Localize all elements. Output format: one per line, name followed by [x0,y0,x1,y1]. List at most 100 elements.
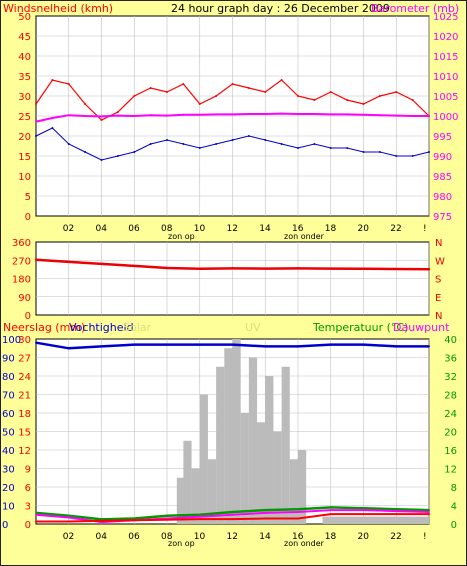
temp-axis-label: Temperatuur (°C) [312,321,408,334]
data-point [264,509,267,512]
data-point [428,509,430,512]
y-tick-label: 12 [18,446,31,457]
data-point [395,513,398,516]
data-point [297,345,299,348]
data-point [100,119,103,121]
data-point [133,517,136,520]
y-tick-label: 1000 [433,112,458,123]
y-tick-label: W [435,256,445,267]
data-point [411,99,414,101]
y-tick-label: 3 [25,502,31,513]
data-point [313,143,316,145]
solar-bar [224,348,233,524]
data-point [378,151,381,153]
data-point [198,513,201,516]
y-tick-label: 1025 [433,12,458,23]
data-point [329,113,332,116]
data-point [264,139,267,141]
y-tick-label: 180 [12,275,31,286]
data-point [35,135,37,137]
data-point [165,266,169,270]
y-tick-label: 975 [433,212,452,223]
y-tick-label: 24 [444,409,457,420]
solar-bar [273,431,282,524]
x-tick-label: 12 [227,224,238,234]
solar-bar [265,376,274,524]
y-tick-label: N [435,238,442,249]
data-point [51,127,54,129]
data-point [215,95,218,97]
uv-area [322,516,429,524]
x-tick-label: 16 [292,532,304,542]
x-tick-label: 06 [128,224,140,234]
data-point [329,91,332,93]
data-point [280,112,283,115]
data-point [346,99,349,101]
data-point [297,508,299,511]
y-tick-label: S [435,275,441,286]
x-tick-label: 14 [259,224,271,234]
rain-yticks: 0 3 6 9 12 15 18 21 24 27 30 [18,335,31,531]
y-tick-label: 60 [2,409,15,420]
data-point [166,514,168,517]
data-point [395,267,398,271]
y-tick-label: 40 [444,335,457,346]
data-point [133,95,136,97]
y-tick-label: 18 [18,409,31,420]
y-tick-label: 28 [444,391,457,402]
data-point [198,267,201,270]
data-point [329,343,332,346]
y-tick-label: 30 [18,92,31,103]
data-point [35,520,37,523]
y-tick-label: 90 [18,293,31,304]
wind-baro-series [35,79,430,161]
data-point [116,111,119,113]
solar-bar [191,468,200,524]
data-point [35,511,37,514]
y-tick-label: 30 [2,465,15,476]
data-point [428,151,430,153]
data-point [133,115,136,117]
y-tick-label: 1010 [433,72,458,83]
y-tick-label: 20 [444,428,457,439]
y-tick-label: 21 [18,391,31,402]
data-point [116,114,119,117]
y-tick-label: 995 [433,132,452,143]
x-tick-label: 02 [63,532,74,542]
y-tick-label: E [435,293,441,304]
x-tick-label: 04 [96,532,108,542]
data-point [198,518,201,521]
data-point [182,83,185,85]
data-point [166,343,168,346]
data-point [313,99,316,101]
data-point [100,262,103,266]
data-point [35,103,37,105]
temp-yticks: 0 4 8 12 16 20 24 28 32 36 40 [444,335,457,531]
data-point [264,345,267,348]
solar-bar [281,366,290,524]
solar-bar [298,450,307,524]
data-point [264,267,267,270]
data-point [35,341,37,344]
data-point [247,135,250,137]
graph-title: 24 hour graph day : 26 December 2009 [171,2,390,15]
data-point [329,267,332,270]
y-tick-label: 270 [12,256,31,267]
y-tick-label: 980 [433,192,452,203]
data-point [264,511,267,514]
solar-bar [248,357,258,524]
data-point [100,159,103,161]
data-point [264,91,267,93]
data-point [297,113,299,115]
data-point [231,513,234,516]
x-tick-label: 18 [325,532,337,542]
data-point [231,518,234,521]
data-point [149,87,152,89]
dewpoint-axis-label: Dauwpunt [393,321,450,334]
data-point [297,95,299,97]
data-point [411,155,414,157]
data-point [264,113,267,115]
data-point [428,115,430,117]
